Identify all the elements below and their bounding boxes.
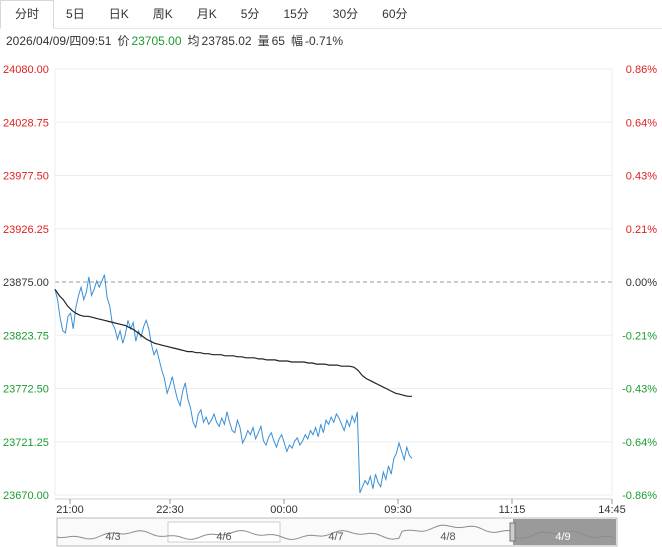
y-tick-label: 23670.00 [3,490,49,502]
y-tick-label: 23772.50 [3,384,49,396]
time-axis: 21:00 22:30 00:00 09:30 11:15 14:45 [56,499,626,516]
price-line [54,274,413,494]
navigator-date-label: 4/6 [216,531,231,543]
change-value: -0.71% [304,34,344,48]
tab-weekly-k[interactable]: 周K [152,7,173,21]
y-tick-percent-label: -0.64% [622,437,657,449]
quote-info-bar: 2026/04/09/四09:51 价 23705.00 均 23785.02 量 65 幅 -… [6,32,349,50]
volume-value: 65 [271,34,285,48]
y-tick-percent-label: 0.86% [626,64,657,76]
y-tick-label: 24080.00 [3,64,49,76]
quote-datetime: 2026/04/09/四09:51 [6,34,112,48]
y-tick-percent-label: 0.64% [626,117,657,129]
y-tick-label: 23721.25 [3,437,49,449]
y-tick-label: 23875.00 [3,277,49,289]
y-tick-percent-label: 0.00% [626,277,657,289]
average-price-line [54,288,412,397]
avg-value: 23785.02 [201,34,252,48]
time-tick-label: 09:30 [384,504,412,516]
time-tick-label: 00:00 [270,504,298,516]
navigator-date-label: 4/8 [440,531,455,543]
tab-30min[interactable]: 30分 [332,7,359,21]
avg-label: 均 [187,34,200,48]
navigator-left-handle[interactable] [509,522,516,542]
y-tick-percent-label: 0.21% [626,224,657,236]
change-label: 幅 [290,34,303,48]
navigator-day-box [167,521,281,543]
y-tick-percent-label: -0.43% [622,384,657,396]
y-tick-label: 23977.50 [3,171,49,183]
left-price-axis: 24080.00 24028.75 23977.50 23926.25 23875.00… [3,64,49,502]
tab-monthly-k[interactable]: 月K [196,7,217,21]
y-tick-percent-label: -0.21% [622,330,657,342]
navigator-date-label: 4/3 [105,531,120,543]
right-percent-axis: 0.86% 0.64% 0.43% 0.21% 0.00% -0.21% -0.43% -0.… [622,64,657,502]
chart-grid [54,68,613,500]
tab-15min[interactable]: 15分 [283,7,309,21]
tab-daily-k[interactable]: 日K [108,7,129,21]
y-tick-label: 24028.75 [3,117,49,129]
y-tick-label: 23926.25 [3,224,49,236]
navigator-date-label: 4/7 [328,531,343,543]
y-tick-label: 23823.75 [3,330,49,342]
navigator-date-label: 4/9 [555,531,570,543]
period-tabs: 分时 5日 日K 周K 月K 5分 15分 30分 60分 [0,0,662,29]
tab-intraday[interactable]: 分时 [0,0,55,29]
tab-5day[interactable]: 5日 [66,7,85,21]
price-label: 价 [117,34,130,48]
time-tick-label: 22:30 [156,504,184,516]
time-tick-label: 11:15 [499,504,526,516]
time-tick-label: 21:00 [56,504,84,516]
y-tick-percent-label: 0.43% [626,171,657,183]
tab-5min[interactable]: 5分 [240,7,260,21]
price-value: 23705.00 [131,34,182,48]
navigator-sparkline [56,524,616,541]
y-tick-percent-label: -0.86% [622,490,657,502]
time-tick-label: 14:45 [598,504,626,516]
tab-60min[interactable]: 60分 [382,7,408,21]
range-navigator: 4/3 4/6 4/7 4/8 4/9 [56,517,618,547]
volume-label: 量 [257,34,270,48]
